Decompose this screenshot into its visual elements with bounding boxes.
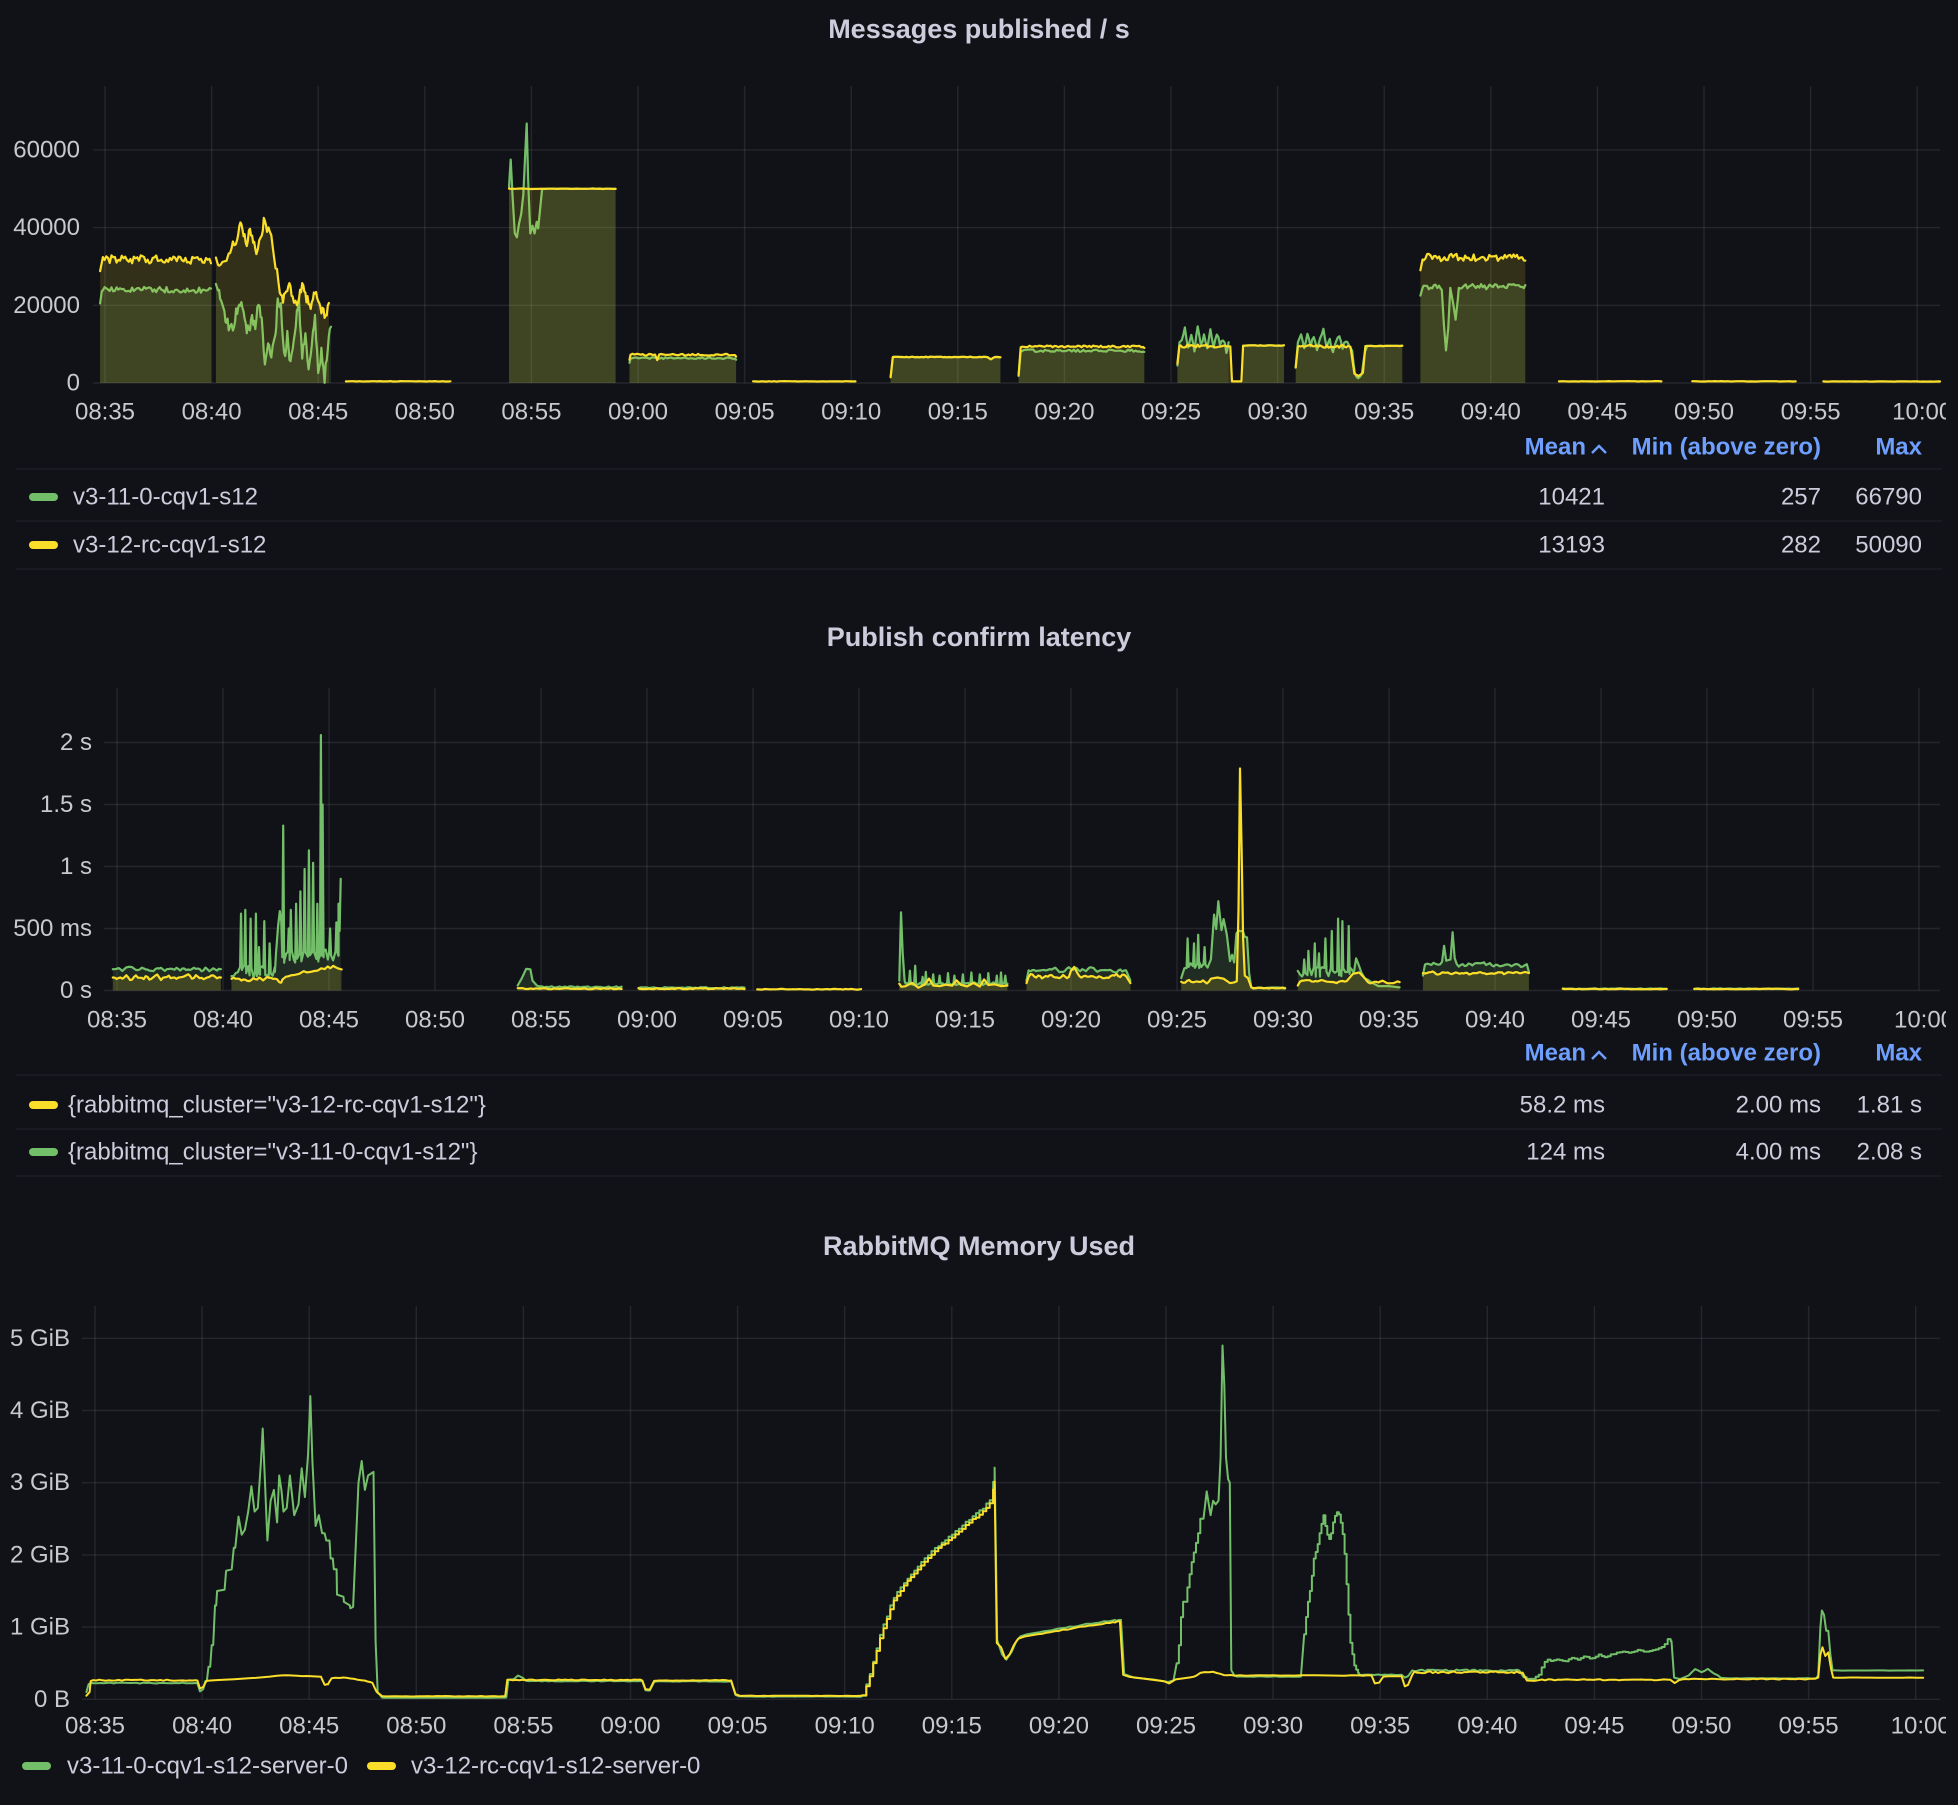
svg-text:09:50: 09:50 — [1677, 1007, 1737, 1034]
svg-text:50090: 50090 — [1855, 532, 1922, 559]
svg-text:Mean: Mean — [1525, 1040, 1586, 1067]
svg-text:0 s: 0 s — [60, 977, 92, 1004]
svg-text:09:35: 09:35 — [1350, 1713, 1410, 1740]
svg-text:Max: Max — [1875, 1040, 1922, 1067]
svg-text:08:35: 08:35 — [87, 1007, 147, 1034]
svg-text:08:35: 08:35 — [75, 399, 135, 426]
svg-text:1.5 s: 1.5 s — [40, 791, 92, 818]
svg-text:08:35: 08:35 — [65, 1713, 125, 1740]
svg-text:09:20: 09:20 — [1041, 1007, 1101, 1034]
svg-text:4 GiB: 4 GiB — [10, 1397, 70, 1424]
svg-text:08:50: 08:50 — [386, 1713, 446, 1740]
svg-text:08:55: 08:55 — [493, 1713, 553, 1740]
svg-text:08:40: 08:40 — [172, 1713, 232, 1740]
svg-text:5 GiB: 5 GiB — [10, 1325, 70, 1352]
svg-text:Min (above zero): Min (above zero) — [1632, 1040, 1821, 1067]
svg-text:09:50: 09:50 — [1674, 399, 1734, 426]
svg-text:2 s: 2 s — [60, 729, 92, 756]
svg-text:09:20: 09:20 — [1034, 399, 1094, 426]
svg-text:1 s: 1 s — [60, 853, 92, 880]
svg-text:v3-11-0-cqv1-s12-server-0: v3-11-0-cqv1-s12-server-0 — [67, 1753, 348, 1780]
svg-text:1 GiB: 1 GiB — [10, 1614, 70, 1641]
svg-text:v3-11-0-cqv1-s12: v3-11-0-cqv1-s12 — [73, 484, 258, 511]
svg-text:08:50: 08:50 — [395, 399, 455, 426]
svg-text:08:50: 08:50 — [405, 1007, 465, 1034]
svg-text:Mean: Mean — [1525, 434, 1586, 461]
svg-text:08:45: 08:45 — [288, 399, 348, 426]
svg-text:09:35: 09:35 — [1354, 399, 1414, 426]
svg-text:09:55: 09:55 — [1781, 399, 1841, 426]
svg-text:09:10: 09:10 — [829, 1007, 889, 1034]
svg-text:{rabbitmq_cluster="v3-11-0-cqv: {rabbitmq_cluster="v3-11-0-cqv1-s12"} — [68, 1139, 477, 1166]
svg-text:20000: 20000 — [13, 292, 80, 319]
svg-text:09:30: 09:30 — [1248, 399, 1308, 426]
svg-text:09:05: 09:05 — [715, 399, 775, 426]
svg-text:09:05: 09:05 — [708, 1713, 768, 1740]
svg-text:09:45: 09:45 — [1564, 1713, 1624, 1740]
svg-text:13193: 13193 — [1538, 532, 1605, 559]
svg-text:08:55: 08:55 — [501, 399, 561, 426]
svg-text:10:00: 10:00 — [1892, 399, 1952, 426]
svg-text:2.08 s: 2.08 s — [1857, 1139, 1922, 1166]
svg-text:09:20: 09:20 — [1029, 1713, 1089, 1740]
svg-text:40000: 40000 — [13, 214, 80, 241]
svg-text:09:40: 09:40 — [1461, 399, 1521, 426]
svg-text:08:45: 08:45 — [279, 1713, 339, 1740]
svg-text:08:40: 08:40 — [182, 399, 242, 426]
svg-text:RabbitMQ Memory Used: RabbitMQ Memory Used — [823, 1231, 1135, 1261]
svg-text:Messages published / s: Messages published / s — [828, 14, 1130, 44]
svg-text:09:45: 09:45 — [1571, 1007, 1631, 1034]
svg-text:09:25: 09:25 — [1136, 1713, 1196, 1740]
svg-text:08:40: 08:40 — [193, 1007, 253, 1034]
svg-text:09:40: 09:40 — [1465, 1007, 1525, 1034]
svg-text:09:40: 09:40 — [1457, 1713, 1517, 1740]
svg-text:3 GiB: 3 GiB — [10, 1469, 70, 1496]
svg-text:60000: 60000 — [13, 136, 80, 163]
svg-text:0: 0 — [67, 370, 80, 397]
svg-text:58.2 ms: 58.2 ms — [1520, 1092, 1605, 1119]
svg-text:09:45: 09:45 — [1567, 399, 1627, 426]
svg-text:282: 282 — [1781, 532, 1821, 559]
svg-text:10:00: 10:00 — [1894, 1007, 1954, 1034]
svg-text:08:55: 08:55 — [511, 1007, 571, 1034]
svg-text:09:15: 09:15 — [922, 1713, 982, 1740]
svg-text:09:30: 09:30 — [1253, 1007, 1313, 1034]
svg-text:10:00: 10:00 — [1891, 1713, 1951, 1740]
svg-text:09:00: 09:00 — [600, 1713, 660, 1740]
svg-text:09:55: 09:55 — [1779, 1713, 1839, 1740]
svg-text:09:10: 09:10 — [815, 1713, 875, 1740]
svg-text:2.00 ms: 2.00 ms — [1736, 1092, 1821, 1119]
svg-text:09:50: 09:50 — [1671, 1713, 1731, 1740]
svg-text:257: 257 — [1781, 484, 1821, 511]
svg-text:1.81 s: 1.81 s — [1857, 1092, 1922, 1119]
svg-text:4.00 ms: 4.00 ms — [1736, 1139, 1821, 1166]
svg-text:09:05: 09:05 — [723, 1007, 783, 1034]
svg-text:09:30: 09:30 — [1243, 1713, 1303, 1740]
svg-text:2 GiB: 2 GiB — [10, 1541, 70, 1568]
svg-text:0 B: 0 B — [34, 1686, 70, 1713]
svg-text:Min (above zero): Min (above zero) — [1632, 434, 1821, 461]
svg-text:09:15: 09:15 — [928, 399, 988, 426]
svg-text:Max: Max — [1875, 434, 1922, 461]
svg-text:{rabbitmq_cluster="v3-12-rc-cq: {rabbitmq_cluster="v3-12-rc-cqv1-s12"} — [68, 1092, 486, 1119]
svg-text:08:45: 08:45 — [299, 1007, 359, 1034]
svg-text:10421: 10421 — [1538, 484, 1605, 511]
svg-text:09:25: 09:25 — [1141, 399, 1201, 426]
svg-text:124 ms: 124 ms — [1526, 1139, 1605, 1166]
svg-text:66790: 66790 — [1855, 484, 1922, 511]
svg-text:09:15: 09:15 — [935, 1007, 995, 1034]
svg-text:09:25: 09:25 — [1147, 1007, 1207, 1034]
svg-text:09:35: 09:35 — [1359, 1007, 1419, 1034]
svg-text:09:55: 09:55 — [1783, 1007, 1843, 1034]
svg-text:09:10: 09:10 — [821, 399, 881, 426]
svg-text:v3-12-rc-cqv1-s12-server-0: v3-12-rc-cqv1-s12-server-0 — [411, 1753, 700, 1780]
svg-text:09:00: 09:00 — [617, 1007, 677, 1034]
svg-text:09:00: 09:00 — [608, 399, 668, 426]
svg-text:500 ms: 500 ms — [13, 915, 92, 942]
svg-text:v3-12-rc-cqv1-s12: v3-12-rc-cqv1-s12 — [73, 532, 266, 559]
svg-text:Publish confirm latency: Publish confirm latency — [827, 622, 1132, 652]
